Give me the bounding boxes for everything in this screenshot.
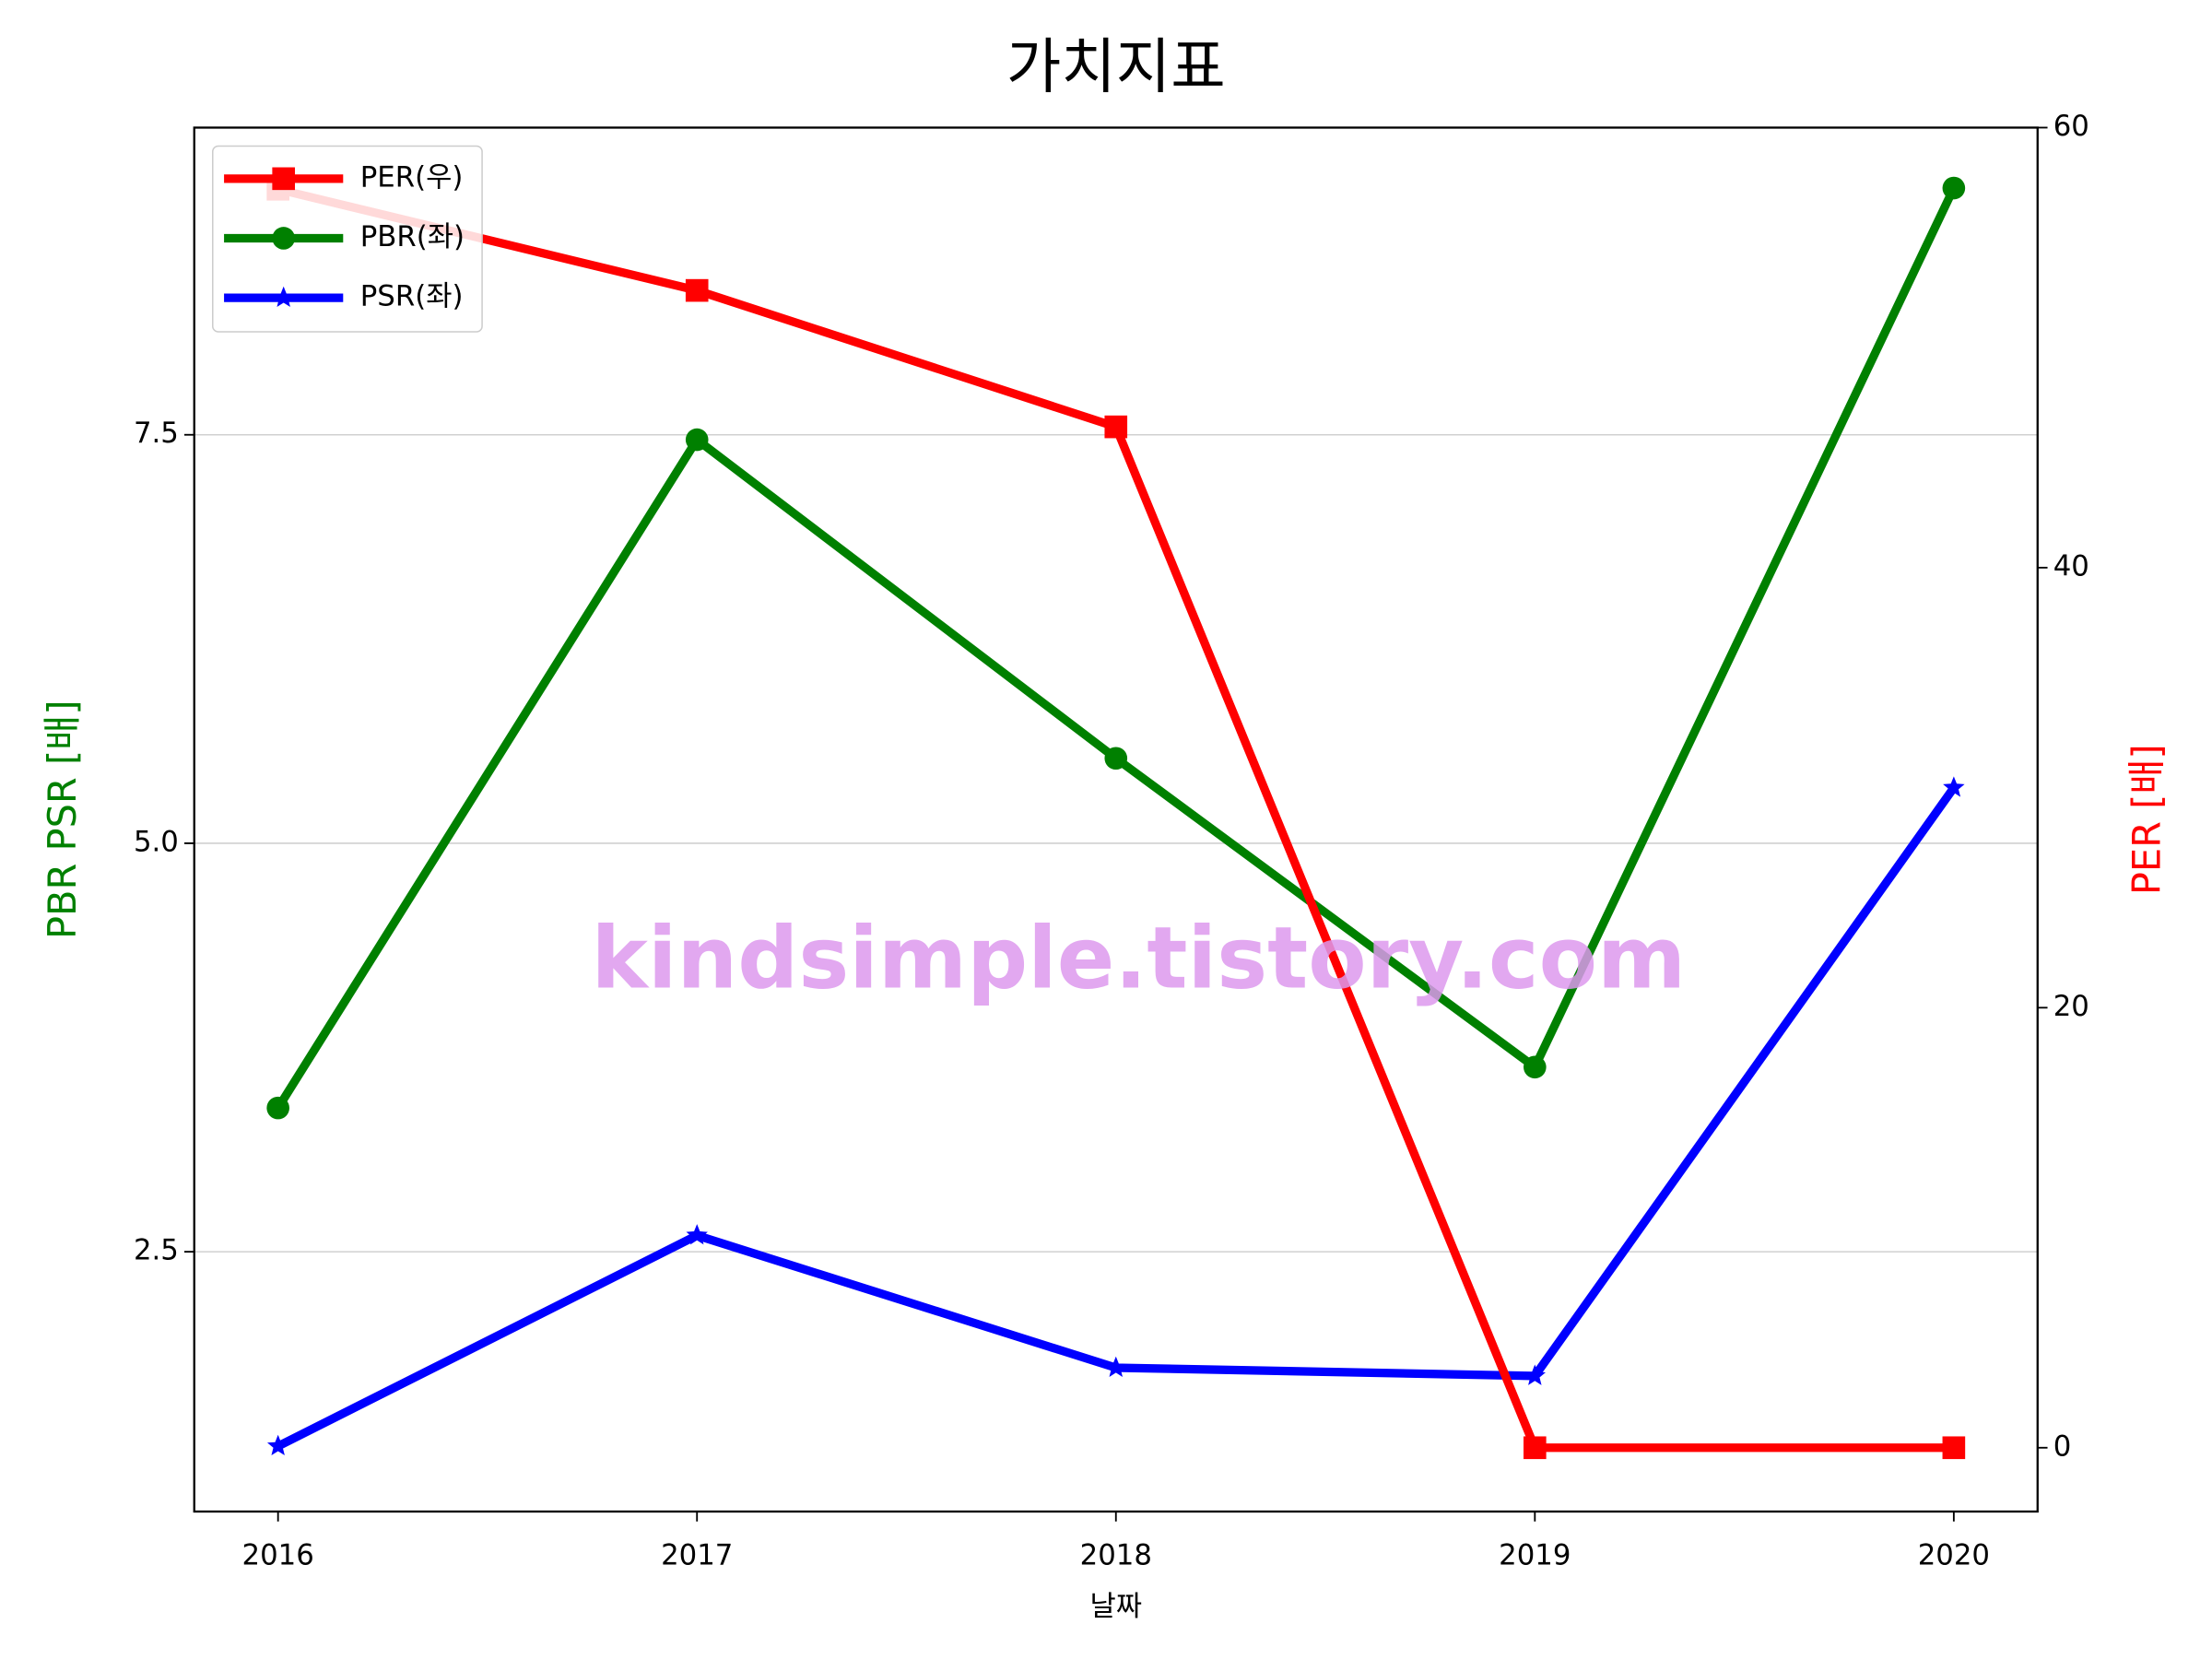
marker	[272, 286, 295, 308]
marker	[1524, 1055, 1547, 1079]
x-tick-label: 2019	[1499, 1539, 1571, 1572]
marker	[685, 278, 709, 302]
marker	[272, 167, 295, 191]
marker	[1524, 1436, 1547, 1460]
legend-frame	[212, 145, 483, 333]
marker	[1104, 415, 1128, 439]
y2-tick-label: 20	[2053, 990, 2089, 1023]
y2-tick-label: 0	[2053, 1430, 2072, 1463]
y-tick-label: 5.0	[134, 825, 179, 858]
x-tick-label: 2020	[1918, 1539, 1990, 1572]
marker	[266, 1096, 289, 1120]
y-axis-label: PBR PSR [배]	[40, 700, 85, 939]
marker	[686, 1224, 708, 1245]
marker	[1942, 1436, 1966, 1460]
y-tick-label: 7.5	[134, 417, 179, 450]
legend-label: PBR(좌)	[360, 220, 465, 253]
marker	[1943, 776, 1965, 797]
legend-label: PER(우)	[360, 160, 464, 194]
marker	[1105, 1356, 1127, 1377]
plot-area	[266, 176, 1966, 1460]
x-tick-label: 2018	[1080, 1539, 1152, 1572]
legend: PER(우) PBR(좌) PSR(좌)	[212, 145, 483, 333]
marker	[266, 1434, 289, 1456]
chart-title: 가치지표	[1006, 33, 1226, 102]
marker	[1524, 1364, 1547, 1385]
y2-axis-label: PER [배]	[2124, 744, 2169, 895]
y-tick-label: 2.5	[134, 1234, 179, 1267]
legend-label: PSR(좌)	[360, 280, 464, 313]
y2-tick-label: 40	[2053, 549, 2089, 582]
y2-tick-label: 60	[2053, 110, 2089, 143]
marker	[1104, 747, 1128, 771]
watermark: kindsimple.tistory.com	[592, 909, 1687, 1008]
marker	[272, 227, 295, 250]
x-axis-label: 날짜	[1089, 1590, 1142, 1623]
x-tick-label: 2017	[661, 1539, 733, 1572]
marker	[1942, 176, 1966, 200]
x-tick-label: 2016	[242, 1539, 314, 1572]
marker	[685, 428, 709, 452]
